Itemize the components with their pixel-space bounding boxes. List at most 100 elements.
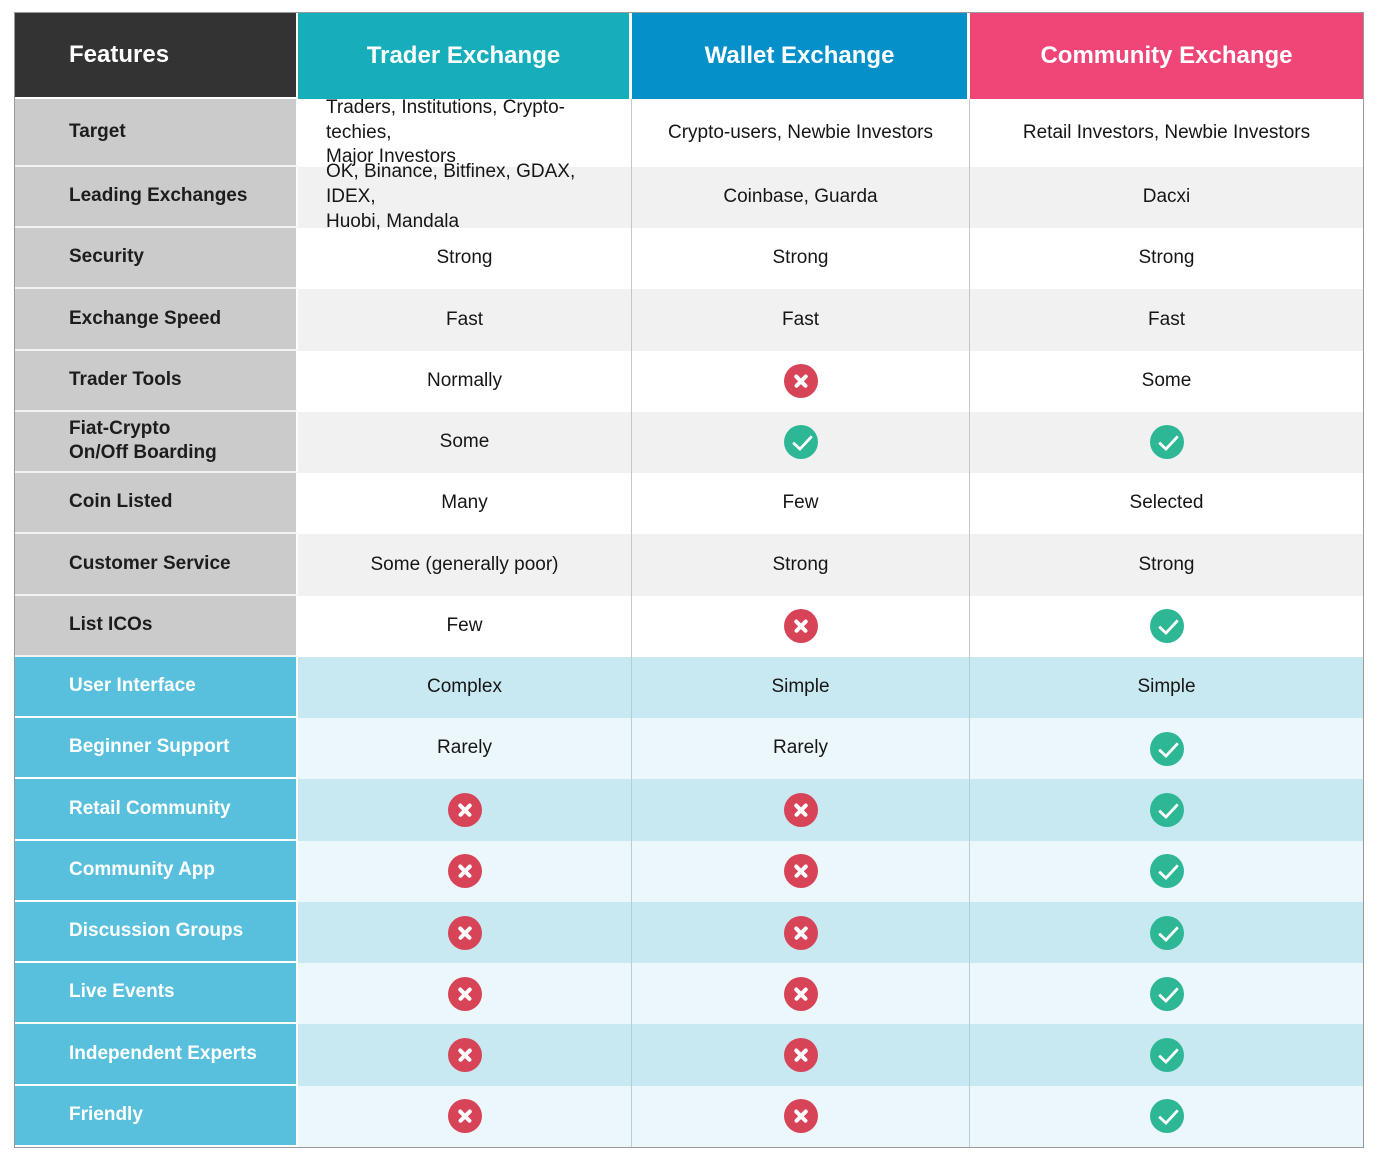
check-icon xyxy=(1149,915,1184,950)
feature-label: User Interface xyxy=(15,656,298,719)
table-cell xyxy=(632,779,970,841)
table-row-independent-experts: Independent Experts xyxy=(15,1024,1363,1086)
table-cell xyxy=(970,901,1363,964)
table-cell: Strong xyxy=(298,228,632,290)
table-cell: Some (generally poor) xyxy=(298,534,632,596)
table-row-discussion-groups: Discussion Groups xyxy=(15,901,1363,964)
table-cell xyxy=(298,963,632,1025)
exchange-comparison-table: Features Trader Exchange Wallet Exchange… xyxy=(14,12,1364,1148)
table-cell: Strong xyxy=(1138,247,1195,269)
table-cell: Rarely xyxy=(298,718,632,780)
table-cell: Some xyxy=(298,411,632,474)
table-cell xyxy=(632,411,970,474)
cross-icon xyxy=(783,915,818,950)
check-icon xyxy=(783,425,818,460)
table-cell: Complex xyxy=(298,656,632,719)
table-row-coin-listed: Coin Listed Many Few Selected xyxy=(15,473,1363,535)
header-row: Features Trader Exchange Wallet Exchange… xyxy=(15,13,1363,99)
cross-icon xyxy=(447,1038,482,1073)
feature-label: Friendly xyxy=(15,1085,298,1147)
table-cell xyxy=(970,1085,1363,1147)
cross-icon xyxy=(447,1099,482,1134)
table-row-trader-tools: Trader Tools Normally Some xyxy=(15,350,1363,412)
table-cell: Rarely xyxy=(632,718,970,780)
table-cell: Some xyxy=(1141,369,1192,391)
check-icon xyxy=(1149,854,1184,889)
table-cell xyxy=(970,840,1363,902)
table-row-target: Target Traders, Institutions, Crypto-tec… xyxy=(15,97,1363,167)
table-cell: Strong xyxy=(632,228,970,290)
table-cell: Strong xyxy=(632,534,970,596)
table-cell: Few xyxy=(632,473,970,535)
table-cell xyxy=(298,1024,632,1086)
feature-label: Retail Community xyxy=(15,779,298,841)
table-row-live-events: Live Events xyxy=(15,963,1363,1025)
table-cell: Traders, Institutions, Crypto-techies, M… xyxy=(298,97,632,167)
table-cell xyxy=(632,963,970,1025)
feature-label: Exchange Speed xyxy=(15,289,298,351)
feature-label: Beginner Support xyxy=(15,718,298,780)
table-cell xyxy=(298,1085,632,1147)
cross-icon xyxy=(447,854,482,889)
feature-label: Coin Listed xyxy=(15,473,298,535)
table-cell: OK, Binance, Bitfinex, GDAX, IDEX, Huobi… xyxy=(298,161,632,232)
table-row-exchange-speed: Exchange Speed Fast Fast Fast xyxy=(15,289,1363,351)
table-cell xyxy=(970,596,1363,657)
table-cell xyxy=(632,1085,970,1147)
feature-label: List ICOs xyxy=(15,595,298,657)
table-cell: Fast xyxy=(970,289,1363,351)
trader-exchange-header: Trader Exchange xyxy=(298,13,632,99)
table-cell: Fast xyxy=(632,289,970,351)
cross-icon xyxy=(447,793,482,828)
table-cell xyxy=(970,1024,1363,1086)
check-icon xyxy=(1149,609,1184,644)
cross-icon xyxy=(783,976,818,1011)
table-cell: Dacxi xyxy=(970,166,1363,228)
cross-icon xyxy=(447,915,482,950)
table-cell: Many xyxy=(298,473,632,535)
table-row-customer-service: Customer Service Some (generally poor) S… xyxy=(15,534,1363,596)
table-cell: Retail Investors, Newbie Investors xyxy=(1022,121,1311,143)
table-row-list-icos: List ICOs Few xyxy=(15,595,1363,657)
table-row-retail-community: Retail Community xyxy=(15,779,1363,841)
cross-icon xyxy=(783,609,818,644)
table-cell: Few xyxy=(298,595,632,657)
wallet-exchange-header: Wallet Exchange xyxy=(632,13,970,99)
table-cell xyxy=(632,840,970,902)
table-row-community-app: Community App xyxy=(15,840,1363,902)
check-icon xyxy=(1149,1038,1184,1073)
table-row-leading-exchanges: Leading Exchanges OK, Binance, Bitfinex,… xyxy=(15,161,1363,232)
table-cell xyxy=(298,901,632,964)
table-cell xyxy=(298,779,632,841)
check-icon xyxy=(1149,731,1184,766)
table-cell: Normally xyxy=(298,350,632,412)
table-cell: Strong xyxy=(970,534,1363,596)
table-row-security: Security Strong Strong Strong xyxy=(15,228,1363,290)
cross-icon xyxy=(783,1038,818,1073)
check-icon xyxy=(1149,793,1184,828)
cross-icon xyxy=(447,976,482,1011)
feature-label: Community App xyxy=(15,840,298,902)
table-cell: Simple xyxy=(970,656,1363,719)
table-cell xyxy=(632,1024,970,1086)
table-row-fiat-crypto-boarding: Fiat-Crypto On/Off Boarding Some xyxy=(15,411,1363,474)
feature-label: Independent Experts xyxy=(15,1024,298,1086)
cross-icon xyxy=(783,793,818,828)
table-cell xyxy=(970,963,1363,1025)
table-cell xyxy=(632,350,970,412)
table-cell: Coinbase, Guarda xyxy=(632,166,970,228)
cross-icon xyxy=(783,364,818,399)
table-cell xyxy=(970,779,1363,841)
feature-label: Security xyxy=(15,228,298,290)
table-row-beginner-support: Beginner Support Rarely Rarely xyxy=(15,718,1363,780)
feature-label: Target xyxy=(15,99,298,167)
table-cell xyxy=(970,718,1363,780)
check-icon xyxy=(1149,425,1184,460)
table-cell xyxy=(298,840,632,902)
feature-label: Trader Tools xyxy=(15,350,298,412)
feature-label: Customer Service xyxy=(15,534,298,596)
table-cell: Simple xyxy=(632,656,970,719)
feature-label: Fiat-Crypto On/Off Boarding xyxy=(15,411,298,474)
cross-icon xyxy=(783,854,818,889)
table-cell xyxy=(970,411,1363,474)
